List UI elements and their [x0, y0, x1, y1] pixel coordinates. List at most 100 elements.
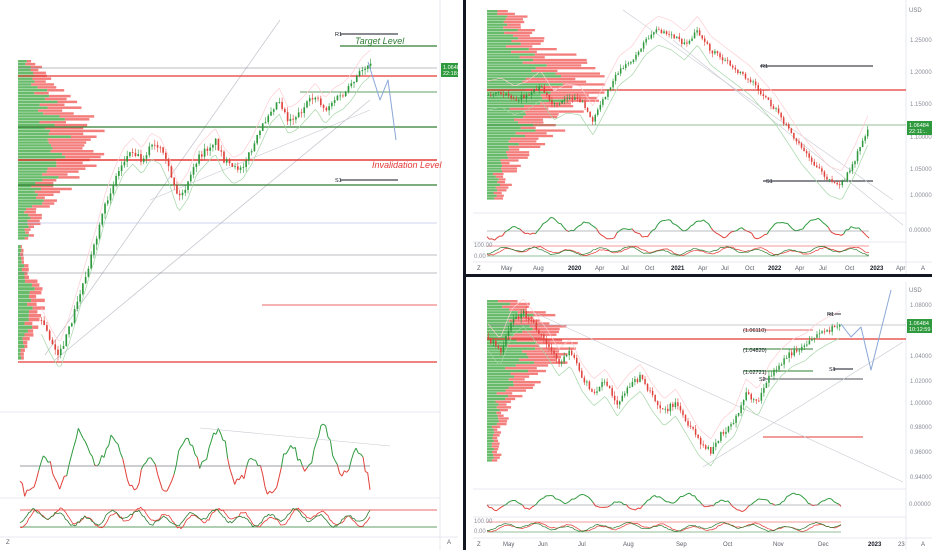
br-candle — [833, 325, 836, 327]
br-profile-volume-up — [487, 372, 511, 376]
left-profile-volume-up — [18, 112, 44, 115]
br-osc-line — [519, 503, 523, 506]
left-current-price: 1.06482 — [443, 65, 458, 71]
br-candle — [515, 316, 517, 319]
br-osc-line — [639, 505, 644, 509]
tr-osc-line — [573, 227, 577, 232]
left-profile-volume-up — [18, 115, 60, 118]
br-profile-volume-down — [509, 308, 527, 311]
left-candle — [145, 155, 148, 159]
br-candle — [558, 358, 560, 364]
tr-osc-line — [817, 217, 821, 221]
br-candle — [538, 329, 540, 334]
left-profile-lower-volume-down — [21, 256, 24, 260]
left-candle — [358, 71, 361, 77]
chart-pane-top-right[interactable]: USD 1.25000 1.20000 1.15000 1.10000 1.05000 1.… — [473, 0, 932, 274]
left-profile-lower-volume-up — [18, 298, 32, 303]
left-osc-line — [166, 485, 170, 492]
left-profile-lower-volume-down — [32, 306, 45, 310]
br-candle — [818, 333, 821, 335]
left-osc-line — [255, 460, 259, 467]
chart-left-svg[interactable]: R1 Target Level Invalidation Level S1 1.0648… — [0, 0, 458, 550]
br-candle — [821, 331, 823, 334]
tr-profile-volume-up — [487, 48, 529, 51]
br-osc-line — [694, 495, 698, 500]
tr-candle — [569, 97, 571, 99]
left-profile-volume-down — [57, 100, 78, 104]
br-osc-line — [663, 499, 667, 503]
tr-profile-volume-up — [487, 153, 508, 157]
tr-candle — [851, 164, 854, 171]
left-osc-line — [236, 478, 240, 481]
br-osc-line — [607, 505, 610, 508]
br-profile-volume-down — [522, 350, 560, 353]
br-profile-volume-down — [499, 408, 508, 412]
tr-osc-line — [756, 237, 760, 240]
br-candle — [720, 432, 722, 441]
br-osc-line — [493, 509, 497, 512]
tr-profile-volume-up — [487, 121, 519, 124]
br-candle — [823, 331, 826, 333]
tr-candle — [747, 78, 749, 80]
br-candle — [520, 313, 522, 319]
br-candle — [629, 386, 631, 388]
left-candle — [264, 122, 267, 124]
tr-candle — [831, 179, 833, 182]
pane-divider-vertical[interactable] — [463, 0, 466, 550]
tr-profile-volume-down — [535, 67, 596, 70]
left-profile-lower-volume-up — [18, 302, 28, 306]
tr-osc-line — [792, 228, 796, 232]
left-profile-lower-volume-up — [18, 271, 25, 276]
left-profile-lower-volume-up — [18, 283, 32, 287]
tr-osc-line — [720, 235, 725, 239]
left-profile-volume-up — [18, 91, 35, 95]
left-osc-line — [332, 455, 336, 461]
br-osc-line — [619, 501, 622, 503]
br-candle — [735, 415, 737, 423]
chart-top-right-svg[interactable]: USD 1.25000 1.20000 1.15000 1.10000 1.05000 1.… — [473, 0, 932, 274]
tr-osc-line — [509, 226, 513, 230]
br-osc-line — [656, 496, 660, 498]
tr-candle — [510, 95, 512, 99]
left-candle — [95, 238, 98, 245]
chart-pane-left[interactable]: R1 Target Level Invalidation Level S1 1.0648… — [0, 0, 458, 550]
br-profile-volume-up — [487, 302, 511, 306]
tr-osc-line — [695, 220, 699, 223]
left-candle — [48, 330, 51, 340]
left-profile-lower-volume-up — [18, 333, 25, 337]
br-osc-line — [805, 499, 809, 504]
left-candle — [84, 276, 87, 284]
chart-pane-bottom-right[interactable]: USD1.080001.060001.040001.020001.000000.… — [473, 282, 932, 550]
ma-upper — [488, 298, 840, 440]
left-osc-line — [327, 436, 331, 441]
left-profile-volume-down — [48, 141, 87, 144]
br-profile-volume-down — [496, 392, 513, 395]
tr-profile-volume-up — [487, 140, 509, 143]
osc-trendline — [199, 427, 391, 447]
chart-bottom-right-svg[interactable]: USD1.080001.060001.040001.020001.000000.… — [473, 282, 932, 550]
tr-profile-volume-up — [487, 191, 494, 195]
pane-divider-horizontal[interactable] — [466, 274, 932, 277]
left-osc-line — [210, 432, 215, 442]
tr-profile-volume-up — [487, 129, 536, 132]
left-profile-volume-down — [36, 196, 45, 199]
tr-candle — [523, 94, 525, 99]
left-candle — [355, 76, 358, 82]
tr-profile-volume-down — [505, 45, 533, 48]
tr-candle — [808, 153, 810, 158]
br-profile-volume-down — [496, 411, 502, 415]
tr-profile-volume-down — [565, 99, 599, 102]
br-candle — [763, 387, 765, 393]
br-candle — [570, 350, 573, 355]
tr-candle — [533, 89, 535, 93]
left-profile-lower-volume-down — [21, 356, 24, 360]
tr-osc-line — [804, 222, 809, 226]
tr-candle — [635, 54, 637, 60]
left-osc-line — [134, 488, 137, 491]
left-candle — [347, 86, 350, 92]
br-profile-volume-down — [506, 344, 540, 348]
left-candle — [120, 165, 123, 172]
br-osc-line — [701, 503, 705, 507]
tr-candle — [607, 89, 609, 97]
tr-osc-line — [789, 226, 793, 230]
